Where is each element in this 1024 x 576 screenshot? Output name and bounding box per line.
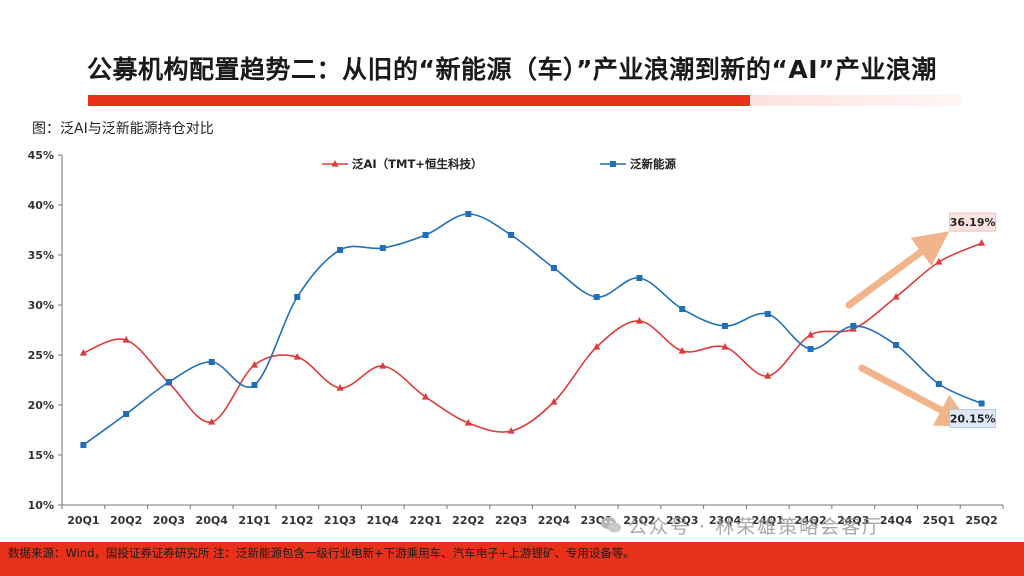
data-point: [422, 232, 429, 238]
x-tick-label: 24Q3: [837, 514, 869, 527]
legend-label: 泛AI（TMT+恒生科技）: [352, 157, 482, 171]
y-tick-label: 45%: [28, 149, 54, 162]
data-point: [123, 411, 130, 417]
x-tick-label: 25Q1: [923, 514, 955, 527]
legend-label: 泛新能源: [630, 157, 676, 171]
data-point: [593, 343, 601, 350]
series-line-0: [83, 242, 982, 433]
data-point: [893, 342, 900, 348]
page-title: 公募机构配置趋势二：从旧的“新能源（车）”产业浪潮到新的“AI”产业浪潮: [87, 55, 937, 84]
data-point: [508, 232, 515, 238]
x-tick-label: 20Q1: [67, 514, 99, 527]
figure-caption: 图：泛AI与泛新能源持仓对比: [32, 121, 214, 137]
data-point: [294, 294, 301, 300]
data-point: [978, 400, 985, 407]
y-tick-label: 25%: [28, 349, 54, 362]
data-point: [721, 343, 729, 350]
callout-label: 20.15%: [950, 413, 996, 426]
data-point: [421, 393, 430, 400]
data-point: [806, 331, 815, 338]
data-point: [593, 294, 600, 300]
y-tick-label: 15%: [28, 449, 54, 462]
x-tick-label: 24Q1: [752, 514, 784, 527]
data-point: [935, 381, 942, 387]
series-line-1: [82, 213, 982, 446]
data-point: [165, 379, 172, 385]
x-tick-label: 25Q2: [965, 514, 997, 527]
data-point: [635, 317, 644, 324]
data-point: [379, 362, 387, 369]
x-tick-label: 24Q4: [880, 514, 913, 527]
x-tick-label: 22Q4: [538, 514, 571, 527]
data-point: [464, 419, 472, 426]
x-tick-label: 22Q1: [409, 514, 441, 527]
value-callout: 36.19%: [949, 212, 997, 232]
callout-box: [949, 212, 997, 232]
x-tick-label: 20Q2: [110, 514, 142, 527]
callout-label: 36.19%: [950, 216, 996, 229]
data-point: [807, 346, 814, 352]
y-tick-label: 35%: [28, 249, 54, 262]
x-tick-label: 22Q3: [495, 514, 527, 527]
data-point: [337, 247, 344, 253]
x-tick-label: 22Q2: [452, 514, 484, 527]
wechat-icon: [601, 517, 621, 533]
data-point: [764, 311, 771, 317]
data-point: [892, 293, 900, 300]
data-point: [636, 275, 643, 281]
callout-box: [949, 409, 997, 428]
data-point: [764, 372, 772, 379]
data-point: [679, 306, 686, 312]
data-point: [336, 384, 344, 391]
x-tick-label: 23Q4: [709, 514, 742, 527]
data-point: [250, 361, 259, 368]
data-point: [251, 382, 258, 388]
title-underline-fade: [750, 95, 962, 106]
data-point: [550, 398, 558, 405]
data-point: [507, 427, 515, 434]
data-point: [79, 349, 87, 356]
x-tick-label: 21Q1: [238, 514, 270, 527]
data-point: [122, 336, 130, 343]
data-point: [80, 442, 87, 448]
x-tick-label: 21Q2: [281, 514, 313, 527]
data-point: [978, 239, 986, 246]
x-tick-label: 23Q3: [666, 514, 698, 527]
trend-arrow-down: [858, 364, 973, 427]
legend-marker: [610, 161, 616, 167]
watermark: 公众号 · 林荣雄策略会客厅: [628, 516, 884, 538]
y-tick-label: 40%: [28, 199, 54, 212]
x-tick-label: 21Q3: [324, 514, 356, 527]
data-point: [208, 359, 215, 365]
x-tick-label: 21Q4: [367, 514, 400, 527]
data-point: [465, 211, 472, 217]
x-tick-label: 20Q3: [153, 514, 185, 527]
data-point: [721, 323, 728, 329]
legend-marker: [331, 160, 339, 167]
value-callout: 20.15%: [949, 409, 997, 428]
data-point: [379, 245, 386, 251]
data-point: [293, 353, 301, 360]
x-tick-label: 24Q2: [794, 514, 826, 527]
y-tick-label: 10%: [28, 499, 54, 512]
data-point: [678, 347, 686, 354]
source-note: 数据来源：Wind，国投证券证券研究所 注：泛新能源包含一级行业电新+下游乘用车…: [8, 546, 635, 560]
x-tick-label: 20Q4: [196, 514, 229, 527]
data-point: [208, 418, 216, 425]
trend-arrow-up: [845, 231, 950, 309]
data-point: [850, 323, 857, 329]
y-tick-label: 30%: [28, 299, 54, 312]
y-tick-label: 20%: [28, 399, 54, 412]
data-point: [550, 265, 557, 271]
x-tick-label: 23Q2: [623, 514, 655, 527]
title-underline: [88, 95, 750, 106]
footer-bar: [0, 542, 1024, 576]
